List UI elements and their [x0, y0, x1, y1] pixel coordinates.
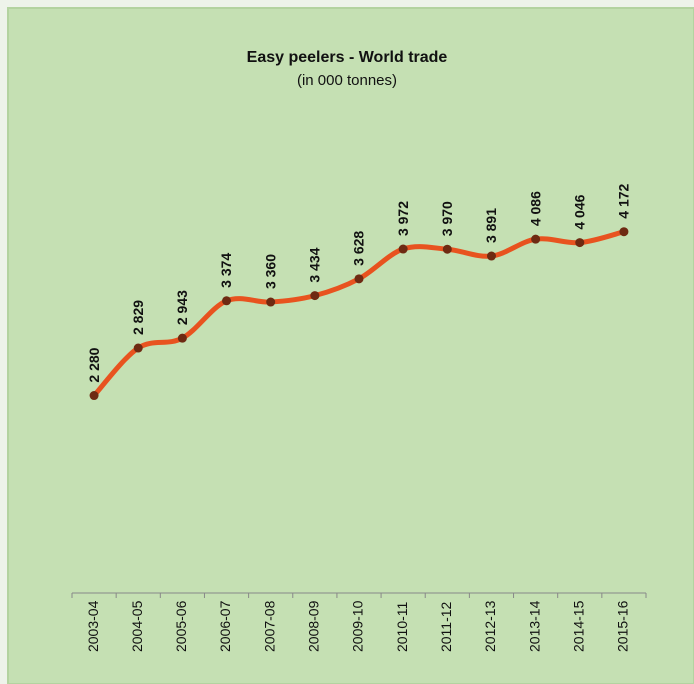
data-label: 3 891	[483, 208, 499, 243]
x-tick-label: 2015-16	[615, 600, 631, 652]
data-label: 4 086	[527, 191, 543, 226]
data-label: 2 280	[86, 347, 102, 382]
x-tick-label: 2012-13	[482, 600, 498, 652]
x-tick-label: 2013-14	[526, 600, 542, 652]
chart-title: Easy peelers - World trade	[247, 49, 448, 66]
data-point	[619, 227, 629, 237]
x-tick-label: 2008-09	[306, 600, 322, 652]
data-point	[133, 343, 143, 353]
data-label: 4 046	[571, 194, 587, 229]
x-tick-label: 2010-11	[394, 601, 410, 652]
data-point	[354, 274, 364, 284]
data-point	[89, 391, 99, 401]
data-label: 3 360	[262, 254, 278, 289]
data-label: 3 434	[307, 247, 323, 282]
x-tick-label: 2011-12	[438, 601, 454, 652]
data-point	[486, 251, 496, 261]
x-tick-label: 2003-04	[85, 600, 101, 652]
data-point	[310, 291, 320, 301]
x-tick-label: 2005-06	[173, 600, 189, 652]
data-label: 3 628	[351, 231, 367, 266]
data-label: 2 829	[130, 300, 146, 335]
x-tick-label: 2014-15	[570, 600, 586, 652]
data-point	[575, 238, 585, 248]
data-point	[222, 296, 232, 306]
x-tick-label: 2006-07	[217, 600, 233, 652]
chart-background	[7, 7, 694, 684]
chart-subtitle: (in 000 tonnes)	[297, 72, 397, 89]
x-tick-label: 2009-10	[350, 600, 366, 652]
data-label: 3 374	[218, 253, 234, 288]
data-point	[442, 244, 452, 254]
x-tick-label: 2007-08	[261, 600, 277, 652]
data-label: 3 970	[439, 201, 455, 236]
data-point	[177, 333, 187, 343]
data-point	[266, 297, 276, 307]
data-point	[398, 244, 408, 254]
data-point	[531, 234, 541, 244]
data-label: 3 972	[395, 201, 411, 236]
data-label: 2 943	[174, 290, 190, 325]
data-label: 4 172	[616, 183, 632, 218]
x-tick-label: 2004-05	[129, 600, 145, 652]
